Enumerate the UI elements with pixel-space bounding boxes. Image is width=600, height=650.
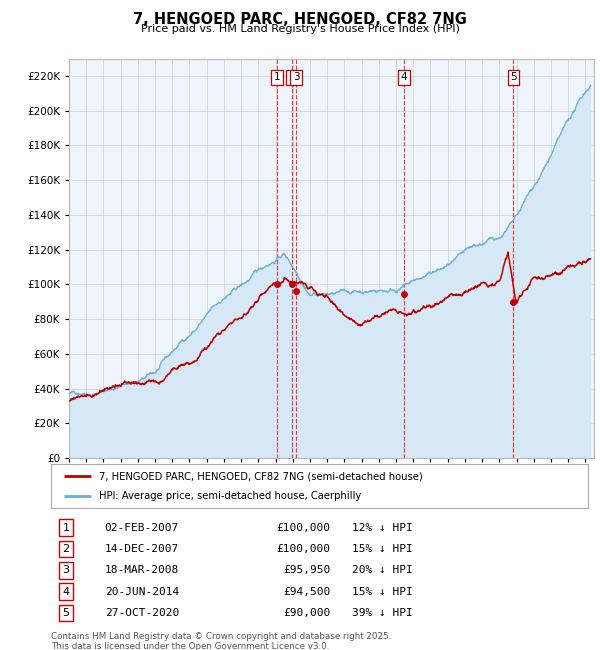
Text: 39% ↓ HPI: 39% ↓ HPI <box>352 608 412 618</box>
Text: 3: 3 <box>293 73 299 83</box>
Text: 2: 2 <box>62 544 70 554</box>
Text: £100,000: £100,000 <box>276 523 330 533</box>
Text: 1: 1 <box>62 523 70 533</box>
Text: 1: 1 <box>274 73 280 83</box>
Text: 20-JUN-2014: 20-JUN-2014 <box>105 587 179 597</box>
Text: 5: 5 <box>62 608 70 618</box>
Text: £100,000: £100,000 <box>276 544 330 554</box>
Text: 20% ↓ HPI: 20% ↓ HPI <box>352 566 412 575</box>
Text: 7, HENGOED PARC, HENGOED, CF82 7NG (semi-detached house): 7, HENGOED PARC, HENGOED, CF82 7NG (semi… <box>100 471 423 481</box>
Text: £90,000: £90,000 <box>283 608 330 618</box>
Text: £94,500: £94,500 <box>283 587 330 597</box>
Text: 3: 3 <box>62 566 70 575</box>
Text: 12% ↓ HPI: 12% ↓ HPI <box>352 523 412 533</box>
Text: Contains HM Land Registry data © Crown copyright and database right 2025.
This d: Contains HM Land Registry data © Crown c… <box>51 632 391 650</box>
Text: 27-OCT-2020: 27-OCT-2020 <box>105 608 179 618</box>
Text: 2: 2 <box>289 73 295 83</box>
Text: Price paid vs. HM Land Registry's House Price Index (HPI): Price paid vs. HM Land Registry's House … <box>140 24 460 34</box>
Text: HPI: Average price, semi-detached house, Caerphilly: HPI: Average price, semi-detached house,… <box>100 491 362 501</box>
Text: 18-MAR-2008: 18-MAR-2008 <box>105 566 179 575</box>
Text: £95,950: £95,950 <box>283 566 330 575</box>
Text: 15% ↓ HPI: 15% ↓ HPI <box>352 587 412 597</box>
Text: 4: 4 <box>62 587 70 597</box>
Text: 4: 4 <box>401 73 407 83</box>
Text: 02-FEB-2007: 02-FEB-2007 <box>105 523 179 533</box>
Text: 15% ↓ HPI: 15% ↓ HPI <box>352 544 412 554</box>
Text: 7, HENGOED PARC, HENGOED, CF82 7NG: 7, HENGOED PARC, HENGOED, CF82 7NG <box>133 12 467 27</box>
Text: 5: 5 <box>510 73 517 83</box>
Text: 14-DEC-2007: 14-DEC-2007 <box>105 544 179 554</box>
